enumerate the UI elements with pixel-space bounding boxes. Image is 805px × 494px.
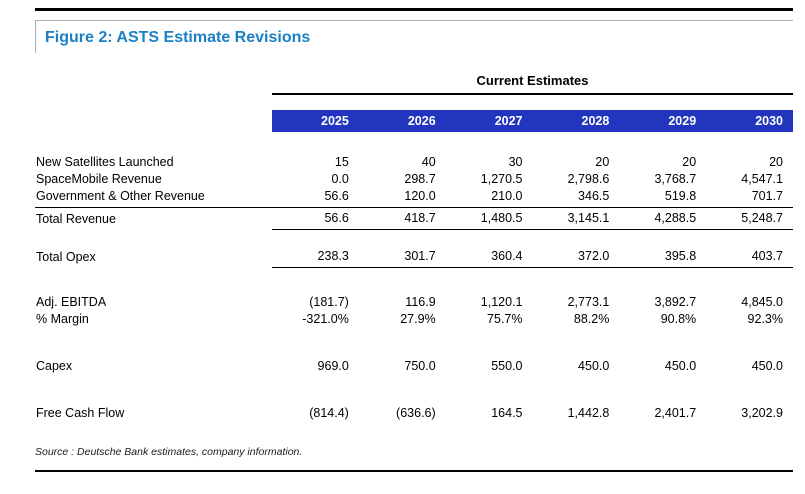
row-label: Total Revenue <box>36 212 116 226</box>
value-cell: 372.0 <box>532 248 620 268</box>
value-cell: 30 <box>508 155 523 169</box>
value-cell: 1,480.5 <box>445 210 533 230</box>
table-row: SpaceMobile Revenue 0.0 298.7 1,270.5 2,… <box>35 171 793 188</box>
year-header: 2025 <box>272 110 359 132</box>
value-cell: 298.7 <box>404 172 436 186</box>
value-cell: 750.0 <box>404 359 436 373</box>
value-cell: 116.9 <box>405 295 436 309</box>
row-label: SpaceMobile Revenue <box>36 172 162 186</box>
value-cell: 90.8% <box>660 312 697 326</box>
report-page: Figure 2: ASTS Estimate Revisions Curren… <box>35 8 793 472</box>
table-row: Adj. EBITDA (181.7) 116.9 1,120.1 2,773.… <box>35 294 793 311</box>
year-header: 2029 <box>619 110 707 132</box>
value-cell: (814.4) <box>309 406 349 420</box>
value-cell: 701.7 <box>751 189 783 203</box>
value-cell: 92.3% <box>747 312 783 326</box>
row-label: Adj. EBITDA <box>36 295 107 309</box>
value-cell: 27.9% <box>400 312 436 326</box>
row-label: Capex <box>36 359 73 373</box>
value-cell: 164.5 <box>491 406 523 420</box>
value-cell: (636.6) <box>396 406 436 420</box>
group-header-row: Current Estimates <box>35 73 793 95</box>
value-cell: 519.8 <box>664 189 697 203</box>
table-row: New Satellites Launched 15 40 30 20 20 2… <box>35 154 793 171</box>
value-cell: 88.2% <box>573 312 610 326</box>
value-cell: 346.5 <box>578 189 610 203</box>
group-header: Current Estimates <box>272 73 793 95</box>
value-cell: 210.0 <box>491 189 523 203</box>
value-cell: (181.7) <box>309 295 349 309</box>
row-label: New Satellites Launched <box>36 155 174 169</box>
value-cell: 56.6 <box>324 189 349 203</box>
row-label: Government & Other Revenue <box>36 189 205 203</box>
value-cell: 4,288.5 <box>619 210 707 230</box>
value-cell: -321.0% <box>302 312 349 326</box>
table-row: Free Cash Flow (814.4) (636.6) 164.5 1,4… <box>35 405 793 422</box>
value-cell: 301.7 <box>358 248 446 268</box>
value-cell: 1,120.1 <box>480 295 523 309</box>
figure-title-box: Figure 2: ASTS Estimate Revisions <box>35 20 793 53</box>
value-cell: 550.0 <box>491 359 523 373</box>
source-note: Source : Deutsche Bank estimates, compan… <box>35 446 303 458</box>
year-header: 2030 <box>706 110 793 132</box>
year-header: 2026 <box>358 110 446 132</box>
year-header: 2028 <box>532 110 620 132</box>
value-cell: 20 <box>682 155 697 169</box>
table-row: % Margin -321.0% 27.9% 75.7% 88.2% 90.8%… <box>35 311 793 328</box>
table-row: Government & Other Revenue 56.6 120.0 21… <box>35 188 793 208</box>
table-row: Total Revenue 56.6 418.7 1,480.5 3,145.1… <box>35 210 793 230</box>
row-label: Free Cash Flow <box>36 406 125 420</box>
value-cell: 2,798.6 <box>567 172 610 186</box>
value-cell: 395.8 <box>619 248 707 268</box>
value-cell: 3,892.7 <box>654 295 697 309</box>
value-cell: 403.7 <box>706 248 793 268</box>
top-divider-rule <box>35 8 793 11</box>
value-cell: 450.0 <box>578 359 610 373</box>
bottom-divider-rule <box>35 470 793 472</box>
table-row: Total Opex 238.3 301.7 360.4 372.0 395.8… <box>35 248 793 268</box>
value-cell: 3,145.1 <box>532 210 620 230</box>
value-cell: 360.4 <box>445 248 533 268</box>
value-cell: 418.7 <box>358 210 446 230</box>
value-cell: 20 <box>595 155 610 169</box>
value-cell: 3,202.9 <box>741 406 783 420</box>
row-label: Total Opex <box>36 250 96 264</box>
value-cell: 0.0 <box>331 172 349 186</box>
value-cell: 1,270.5 <box>480 172 523 186</box>
value-cell: 5,248.7 <box>706 210 793 230</box>
value-cell: 20 <box>769 155 783 169</box>
value-cell: 238.3 <box>272 248 359 268</box>
value-cell: 450.0 <box>664 359 697 373</box>
value-cell: 1,442.8 <box>567 406 610 420</box>
value-cell: 3,768.7 <box>654 172 697 186</box>
value-cell: 75.7% <box>487 312 523 326</box>
value-cell: 4,845.0 <box>741 295 783 309</box>
value-cell: 4,547.1 <box>741 172 783 186</box>
value-cell: 40 <box>421 155 436 169</box>
value-cell: 969.0 <box>317 359 349 373</box>
value-cell: 15 <box>334 155 349 169</box>
year-header-row: 2025 2026 2027 2028 2029 2030 <box>35 110 793 132</box>
value-cell: 120.0 <box>404 189 436 203</box>
figure-title: Figure 2: ASTS Estimate Revisions <box>45 29 311 46</box>
table-row: Capex 969.0 750.0 550.0 450.0 450.0 450.… <box>35 358 793 375</box>
value-cell: 450.0 <box>751 359 783 373</box>
year-header: 2027 <box>445 110 533 132</box>
value-cell: 56.6 <box>272 210 359 230</box>
row-label: % Margin <box>36 312 89 326</box>
value-cell: 2,773.1 <box>567 295 610 309</box>
value-cell: 2,401.7 <box>654 406 697 420</box>
